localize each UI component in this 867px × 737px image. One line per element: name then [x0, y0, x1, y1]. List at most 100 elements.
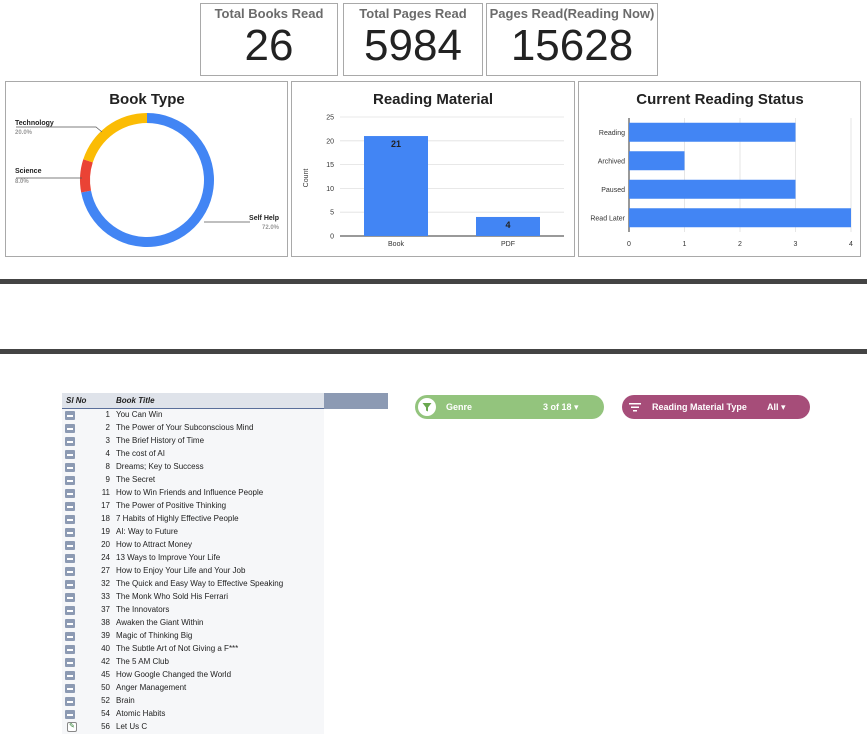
collapse-minus-icon[interactable]	[65, 697, 75, 706]
section-divider	[0, 349, 867, 354]
collapse-minus-icon[interactable]	[65, 645, 75, 654]
row-book-title: Magic of Thinking Big	[116, 631, 193, 640]
row-sl-no: 39	[101, 631, 110, 640]
donut-label: Technology	[15, 120, 54, 127]
table-row: 1 You Can Win	[62, 409, 324, 422]
reading-status-chart-panel[interactable]: Current Reading Status 0 1 2 3 4 Reading Archi…	[578, 81, 861, 257]
donut-label: Science	[15, 168, 42, 175]
chart-title: Reading Material	[373, 91, 493, 108]
row-book-title: The Innovators	[116, 605, 170, 614]
kpi-total-pages-read: Total Pages Read 5984	[343, 3, 483, 76]
collapse-minus-icon[interactable]	[65, 684, 75, 693]
row-sl-no: 9	[105, 475, 110, 484]
row-sl-no: 20	[101, 540, 110, 549]
table-row: 39 Magic of Thinking Big	[62, 630, 324, 643]
row-sl-no: 56	[101, 722, 110, 731]
donut-label: Self Help	[249, 215, 279, 222]
table-row: 45 How Google Changed the World	[62, 669, 324, 682]
collapse-minus-icon[interactable]	[65, 515, 75, 524]
genre-filter-value[interactable]: 3 of 18 ▾	[543, 402, 579, 412]
row-sl-no: 18	[101, 514, 110, 523]
collapse-minus-icon[interactable]	[65, 502, 75, 511]
row-book-title: The Monk Who Sold His Ferrari	[116, 592, 229, 601]
reading-material-chart-panel[interactable]: Reading Material 0 5 10 15 20 25 Count 21 Book 4 P…	[291, 81, 575, 257]
collapse-minus-icon[interactable]	[65, 619, 75, 628]
material-filter-value[interactable]: All ▾	[767, 402, 786, 412]
collapse-minus-icon[interactable]	[65, 476, 75, 485]
y-tick-label: Reading	[599, 130, 625, 137]
column-header-book-title[interactable]: Book Title	[116, 396, 155, 405]
collapse-minus-icon[interactable]	[65, 580, 75, 589]
table-row: 27 How to Enjoy Your Life and Your Job	[62, 565, 324, 578]
collapse-minus-icon[interactable]	[65, 671, 75, 680]
row-book-title: How Google Changed the World	[116, 670, 232, 679]
bar-data-label: 21	[391, 139, 401, 149]
collapse-minus-icon[interactable]	[65, 632, 75, 641]
kpi-pages-reading-now: Pages Read(Reading Now) 15628	[486, 3, 658, 76]
section-divider	[0, 279, 867, 284]
row-sl-no: 11	[101, 488, 110, 497]
row-sl-no: 17	[101, 501, 110, 510]
row-sl-no: 27	[101, 566, 110, 575]
donut-slice-science	[80, 159, 93, 193]
edit-pencil-icon[interactable]: ✎	[67, 722, 77, 732]
y-tick-label: 25	[326, 115, 334, 122]
collapse-minus-icon[interactable]	[65, 528, 75, 537]
row-book-title: The Power of Your Subconscious Mind	[116, 423, 254, 432]
collapse-minus-icon[interactable]	[65, 710, 75, 719]
row-book-title: 7 Habits of Highly Effective People	[116, 514, 239, 523]
row-sl-no: 37	[101, 605, 110, 614]
filter-funnel-icon	[418, 398, 436, 416]
y-tick-label: Read Later	[590, 215, 625, 222]
kpi-value: 15628	[510, 21, 634, 70]
y-tick-label: 5	[330, 210, 334, 217]
collapse-minus-icon[interactable]	[65, 658, 75, 667]
collapse-minus-icon[interactable]	[65, 424, 75, 433]
row-sl-no: 50	[101, 683, 110, 692]
bar-paused	[629, 179, 796, 199]
row-book-title: You Can Win	[116, 410, 163, 419]
collapse-minus-icon[interactable]	[65, 541, 75, 550]
x-tick-label: 0	[627, 241, 631, 248]
genre-filter-chip[interactable]: Genre 3 of 18 ▾	[415, 395, 604, 419]
collapse-minus-icon[interactable]	[65, 437, 75, 446]
row-book-title: How to Enjoy Your Life and Your Job	[116, 566, 246, 575]
row-sl-no: 54	[101, 709, 110, 718]
row-sl-no: 33	[101, 592, 110, 601]
collapse-minus-icon[interactable]	[65, 450, 75, 459]
collapse-minus-icon[interactable]	[65, 554, 75, 563]
reading-material-type-filter-chip[interactable]: Reading Material Type All ▾	[622, 395, 810, 419]
bar-read-later	[629, 208, 851, 228]
row-sl-no: 45	[101, 670, 110, 679]
bar-data-label: 4	[505, 220, 510, 230]
collapse-minus-icon[interactable]	[65, 606, 75, 615]
row-book-title: The Subtle Art of Not Giving a F***	[116, 644, 239, 653]
column-header-sl-no[interactable]: Sl No	[66, 396, 87, 405]
bar-reading	[629, 122, 796, 142]
table-row: 42 The 5 AM Club	[62, 656, 324, 669]
filter-lines-icon	[629, 403, 641, 412]
collapse-minus-icon[interactable]	[65, 567, 75, 576]
kpi-value: 26	[244, 21, 294, 70]
collapse-minus-icon[interactable]	[65, 411, 75, 420]
collapse-minus-icon[interactable]	[65, 593, 75, 602]
row-book-title: Let Us C	[116, 722, 148, 731]
table-row: 32 The Quick and Easy Way to Effective Sp…	[62, 578, 324, 591]
table-footer-row: ✎ 56 Let Us C	[62, 721, 324, 734]
bar-book	[364, 136, 428, 236]
book-type-chart-panel[interactable]: Book Type Self Help 72.0% Science 8.0% Techn…	[5, 81, 288, 257]
table-row: 24 13 Ways to Improve Your Life	[62, 552, 324, 565]
row-book-title: How to Win Friends and Influence People	[116, 488, 264, 497]
row-book-title: The Quick and Easy Way to Effective Spea…	[116, 579, 284, 588]
collapse-minus-icon[interactable]	[65, 489, 75, 498]
chart-title: Current Reading Status	[636, 91, 804, 108]
table-row: 8 Dreams; Key to Success	[62, 461, 324, 474]
row-book-title: The cost of AI	[116, 449, 165, 458]
x-tick-label: Book	[388, 241, 404, 248]
reading-material-bar-chart: Reading Material 0 5 10 15 20 25 Count 21 Book 4 P…	[303, 91, 564, 248]
table-row: 9 The Secret	[62, 474, 324, 487]
collapse-minus-icon[interactable]	[65, 463, 75, 472]
x-tick-label: 1	[683, 241, 687, 248]
kpi-label: Pages Read(Reading Now)	[489, 6, 655, 21]
row-sl-no: 3	[105, 436, 110, 445]
